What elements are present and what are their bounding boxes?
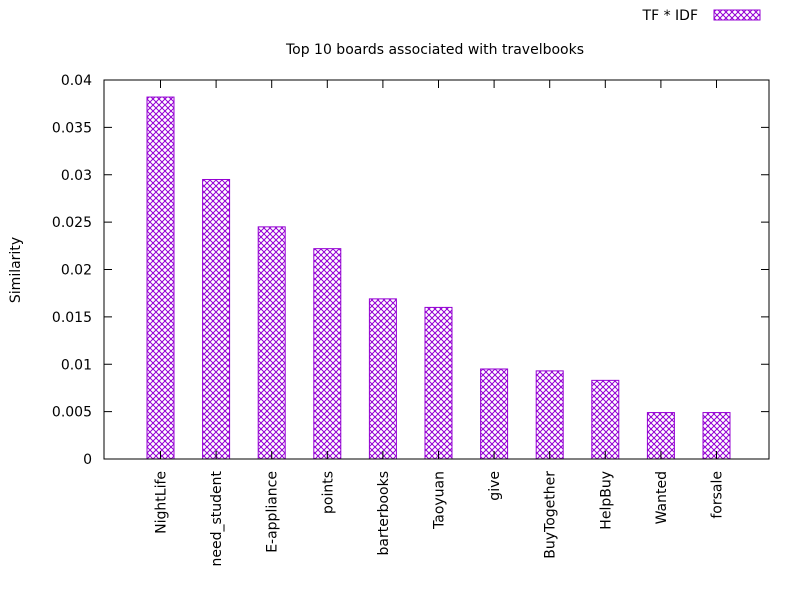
x-tick-label: need_student [209,471,225,567]
legend: TF * IDF [642,8,761,24]
bar-helpbuy [591,379,620,460]
x-tick-label: Wanted [654,471,670,524]
x-tick-label: forsale [710,471,726,519]
x-tick-label: give [487,471,503,501]
y-tick-label: 0.015 [52,310,92,326]
y-tick-label: 0.03 [61,168,92,184]
x-axis-ticks: NightLife need_student E-appliance points ba… [154,80,726,567]
bar-give [480,368,509,460]
bar-points [313,248,342,460]
y-tick-label: 0.01 [61,357,92,373]
bars [146,96,731,460]
y-tick-label: 0 [83,452,92,468]
x-tick-label: HelpBuy [598,471,614,530]
x-tick-label: barterbooks [376,471,392,556]
chart-title: Top 10 boards associated with travelbook… [285,42,584,58]
x-tick-label: BuyTogether [543,471,559,559]
y-tick-label: 0.025 [52,215,92,231]
x-tick-label: E-appliance [265,471,281,553]
bar-nightlife [146,96,175,460]
y-tick-label: 0.02 [61,263,92,279]
y-tick-label: 0.035 [52,120,92,136]
legend-swatch [713,9,761,21]
bar-e-appliance [257,226,286,460]
x-tick-label: points [320,471,336,514]
bar-need-student [202,178,231,460]
bar-barterbooks [368,298,397,460]
legend-label: TF * IDF [642,8,698,24]
plot-frame [103,79,770,460]
bar-taoyuan [424,306,453,460]
x-tick-label: Taoyuan [432,471,448,530]
bar-buytogether [535,370,564,460]
y-tick-label: 0.04 [61,73,92,89]
y-tick-label: 0.005 [52,405,92,421]
y-axis-label: Similarity [8,237,24,303]
x-tick-label: NightLife [154,471,170,534]
y-axis-ticks: 0 0.005 0.01 0.015 0.02 0.025 0.03 0.035 0.04 [52,73,769,468]
